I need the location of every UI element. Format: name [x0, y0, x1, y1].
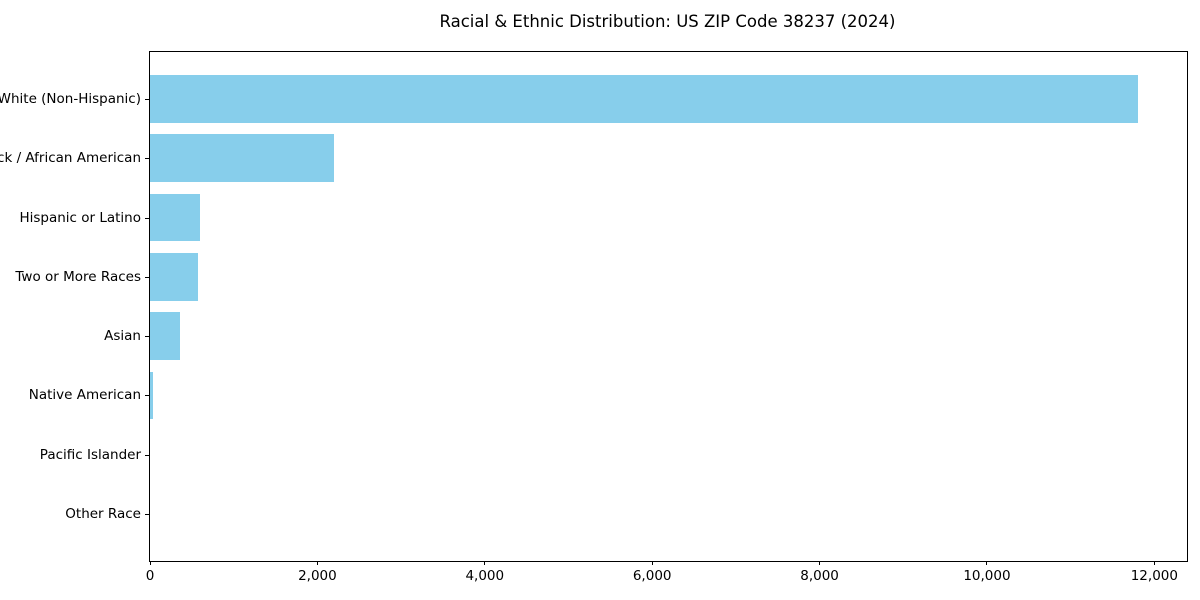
- x-tick-mark: [1153, 561, 1155, 565]
- bar-hispanic-or-latino: [150, 193, 201, 242]
- y-tick-label-hispanic-or-latino: Hispanic or Latino: [19, 209, 141, 226]
- x-tick-label-4000: 4,000: [465, 568, 505, 584]
- x-tick-mark: [986, 561, 988, 565]
- y-tick-mark: [145, 98, 149, 100]
- x-tick-mark: [484, 561, 486, 565]
- x-tick-mark: [149, 561, 151, 565]
- bar-asian: [150, 312, 181, 360]
- x-tick-mark: [819, 561, 821, 565]
- x-tick-mark: [651, 561, 653, 565]
- x-tick-label-0: 0: [145, 568, 155, 584]
- chart-title: Racial & Ethnic Distribution: US ZIP Cod…: [439, 12, 896, 31]
- bar-two-or-more-races: [150, 253, 198, 301]
- x-tick-label-10000: 10,000: [963, 568, 1011, 584]
- y-tick-mark: [145, 336, 149, 338]
- y-tick-mark: [145, 158, 149, 160]
- y-tick-label-native-american: Native American: [28, 387, 141, 404]
- y-tick-label-other-race: Other Race: [65, 506, 141, 523]
- y-tick-mark: [145, 454, 149, 456]
- y-tick-label-asian: Asian: [104, 328, 141, 345]
- y-tick-mark: [145, 217, 149, 219]
- y-tick-mark: [145, 276, 149, 278]
- y-tick-label-pacific-islander: Pacific Islander: [39, 446, 141, 463]
- y-tick-label-white-non-hispanic: White (Non-Hispanic): [0, 90, 141, 107]
- x-tick-mark: [316, 561, 318, 565]
- x-tick-label-2000: 2,000: [298, 568, 337, 584]
- x-tick-label-6000: 6,000: [632, 568, 672, 584]
- bar-black-african-american: [150, 134, 335, 182]
- bar-native-american: [150, 371, 153, 420]
- plot-area: White (Non-Hispanic) Black / African Amer…: [0, 51, 1188, 584]
- y-tick-label-black-african-american: Black / African American: [0, 150, 141, 167]
- x-tick-label-8000: 8,000: [800, 568, 839, 584]
- y-tick-mark: [145, 395, 149, 397]
- x-tick-label-12000: 12,000: [1130, 568, 1178, 584]
- y-tick-label-two-or-more-races: Two or More Races: [15, 268, 141, 285]
- bar-white-non-hispanic: [150, 75, 1138, 123]
- y-tick-mark: [145, 514, 149, 516]
